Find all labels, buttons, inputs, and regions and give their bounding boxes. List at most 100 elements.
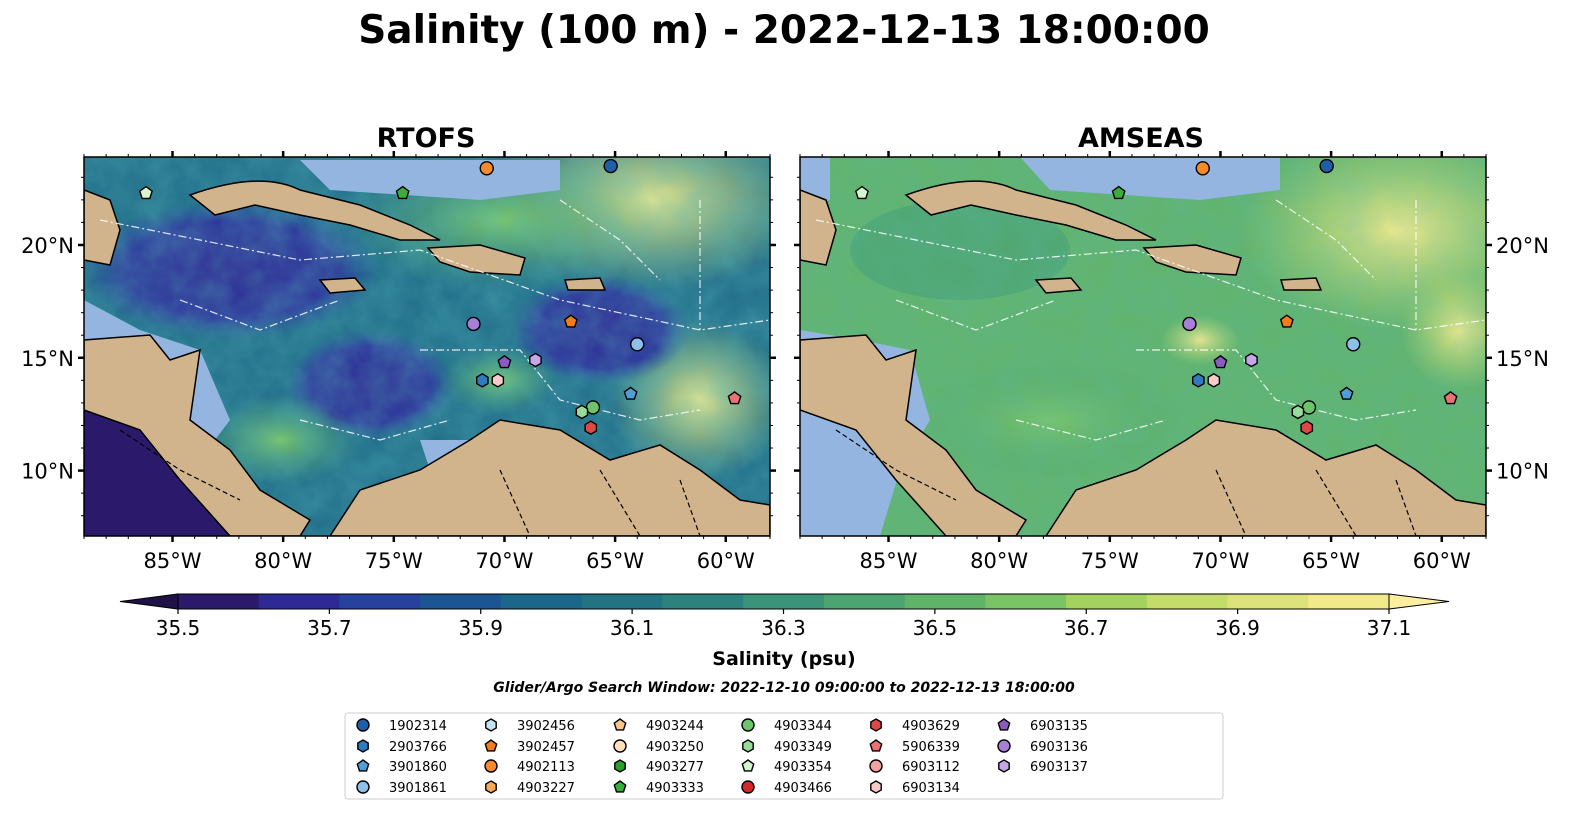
colorbar-bin [339,594,421,609]
legend-marker-6903112 [869,759,883,773]
legend-marker-3901861 [356,780,370,794]
float-marker-5906339 [1443,391,1458,405]
colorbar-tick-label: 35.7 [307,616,352,640]
legend-marker-4903354 [741,759,755,772]
colorbar-bin [1066,594,1148,609]
legend-marker-2903766 [357,739,369,753]
legend-marker-4903244 [613,718,627,731]
legend-label: 4903354 [774,760,832,775]
float-marker-3902457 [1279,314,1294,328]
x-tick-label: 70°W [1191,549,1249,573]
legend-label: 6903134 [902,781,960,796]
legend-entry: 3901860 [356,759,447,775]
float-marker-6903135 [497,354,512,369]
legend-label: 6903112 [902,760,960,775]
legend-marker-4903250 [613,739,627,753]
legend-label: 4903277 [646,760,704,775]
legend-entry: 1902314 [356,718,447,734]
legend-label: 1902314 [389,719,447,734]
colorbar-tick-label: 35.9 [458,616,503,640]
legend-marker-6903136 [997,739,1011,753]
colorbar-tick-label: 36.5 [913,616,958,640]
legend-marker-3902456 [485,718,497,732]
legend-label: 4903349 [774,740,832,755]
legend-marker-6903134 [870,780,882,794]
legend-label: 4902113 [517,760,575,775]
colorbar-bin [1227,594,1309,609]
legend-marker-3902457 [484,739,498,752]
search-window-text: Glider/Argo Search Window: 2022-12-10 09… [493,680,1075,696]
float-marker-4903629 [584,420,598,436]
legend-entry: 5906339 [869,739,960,755]
map-panel-rtofs [84,157,770,536]
legend-label: 6903137 [1030,760,1088,775]
legend-entry: 4903333 [613,780,704,796]
colorbar-label: Salinity (psu) [712,648,855,670]
legend-label: 5906339 [902,740,960,755]
legend-label: 4903333 [646,781,704,796]
legend-label: 3902456 [517,719,575,734]
legend-marker-4903466 [741,780,755,794]
legend-entry: 6903134 [870,780,960,796]
colorbar: 35.5 35.7 35.9 36.1 36.3 36.5 36.7 36.9 37.1 [119,593,1450,640]
x-tick-label: 60°W [697,549,755,573]
colorbar-bin [1146,594,1229,609]
legend-marker-5906339 [869,739,883,752]
figure-title: Salinity (100 m) - 2022-12-13 18:00:00 [358,8,1210,53]
legend-entry: 4903629 [870,718,960,734]
y-tick-label: 15°N [1496,347,1549,371]
legend-entry: 4903344 [741,718,832,734]
float-marker-4902113 [479,161,494,176]
map-frame-amseas [799,156,1487,537]
y-tick-label: 10°N [1496,460,1549,484]
float-marker-1902314 [1319,158,1334,174]
legend-entry: 4903277 [614,759,704,775]
colorbar-bin [581,594,663,609]
colorbar-tick-label: 36.1 [610,616,655,640]
float-marker-6903134 [1207,372,1221,388]
y-tick-label: 20°N [21,234,74,258]
colorbar-extend-low [119,593,179,610]
legend-marker-4903344 [741,718,755,732]
legend-label: 4903629 [902,719,960,734]
legend-label: 4903466 [774,781,832,796]
float-marker-5906339 [727,391,742,405]
x-tick-label: 60°W [1413,549,1471,573]
y-tick-label: 20°N [1496,234,1549,258]
colorbar-bin [823,594,906,609]
legend-label: 6903135 [1030,719,1088,734]
map-frame-rtofs [83,156,771,537]
x-tick-label: 75°W [1081,549,1139,573]
legend-marker-4903349 [742,739,754,753]
legend-label: 4903344 [774,719,832,734]
colorbar-tick-label: 35.5 [156,616,201,640]
colorbar-tick-label: 36.9 [1215,616,1260,640]
legend-marker-3901860 [356,759,370,772]
legend-label: 4903244 [646,719,704,734]
legend-marker-4903227 [485,780,497,794]
colorbar-tick-label: 36.7 [1064,616,1109,640]
legend-entry: 3902457 [484,739,575,755]
float-marker-3901860 [1339,386,1354,400]
float-marker-6903136 [1182,316,1197,332]
legend-label: 4903250 [646,740,704,755]
colorbar-bin [420,594,502,609]
x-tick-label: 85°W [144,549,202,573]
colorbar-bin [985,594,1067,609]
float-marker-6903136 [466,316,481,332]
legend: 1902314 2903766 3901860 3901861 3902456 39024… [356,718,1088,796]
legend-marker-6903137 [998,759,1010,773]
legend-label: 4903227 [517,781,575,796]
colorbar-bin [743,594,825,609]
legend-entry: 4903349 [742,739,832,755]
legend-entry: 4903466 [741,780,832,796]
legend-entry: 6903137 [998,759,1088,775]
float-marker-6903134 [491,372,505,388]
colorbar-bin [662,594,744,609]
legend-entry: 3901861 [356,780,447,796]
float-marker-4903333 [1111,185,1126,200]
legend-box [344,712,1224,800]
colorbar-bin [904,594,986,609]
float-marker-6903137 [1245,352,1258,368]
